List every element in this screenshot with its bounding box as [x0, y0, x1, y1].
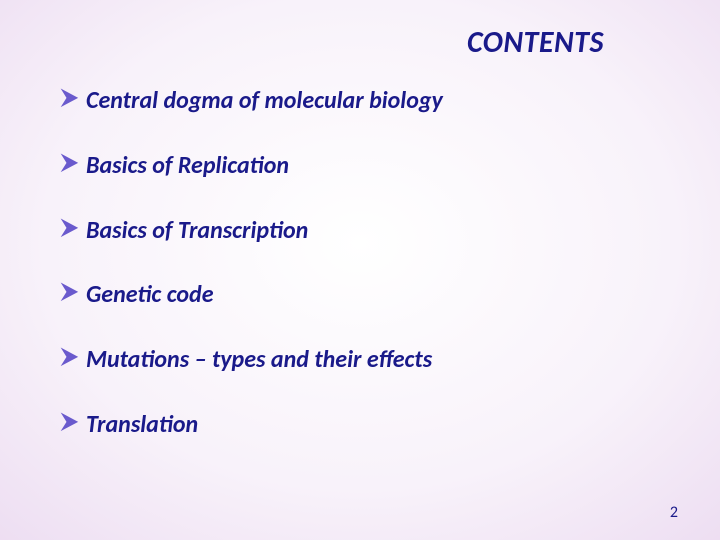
chevron-right-icon — [56, 215, 84, 243]
page-number: 2 — [670, 503, 678, 522]
list-item-label: Central dogma of molecular biology — [86, 87, 443, 116]
list-item: Central dogma of molecular biology — [56, 87, 672, 116]
slide-title: CONTENTS — [48, 24, 672, 61]
list-item: Basics of Replication — [56, 152, 672, 181]
list-item: Mutations – types and their effects — [56, 346, 672, 375]
list-item: Basics of Transcription — [56, 217, 672, 246]
list-item-label: Mutations – types and their effects — [86, 346, 432, 375]
list-item: Genetic code — [56, 281, 672, 310]
slide-container: CONTENTS Central dogma of molecular biol… — [0, 0, 720, 540]
chevron-right-icon — [56, 409, 84, 437]
chevron-right-icon — [56, 150, 84, 178]
list-item-label: Basics of Transcription — [86, 217, 308, 246]
contents-list: Central dogma of molecular biology Basics… — [48, 87, 672, 440]
list-item-label: Genetic code — [86, 281, 214, 310]
chevron-right-icon — [56, 344, 84, 372]
list-item-label: Translation — [86, 411, 198, 440]
chevron-right-icon — [56, 279, 84, 307]
chevron-right-icon — [56, 85, 84, 113]
list-item-label: Basics of Replication — [86, 152, 289, 181]
list-item: Translation — [56, 411, 672, 440]
